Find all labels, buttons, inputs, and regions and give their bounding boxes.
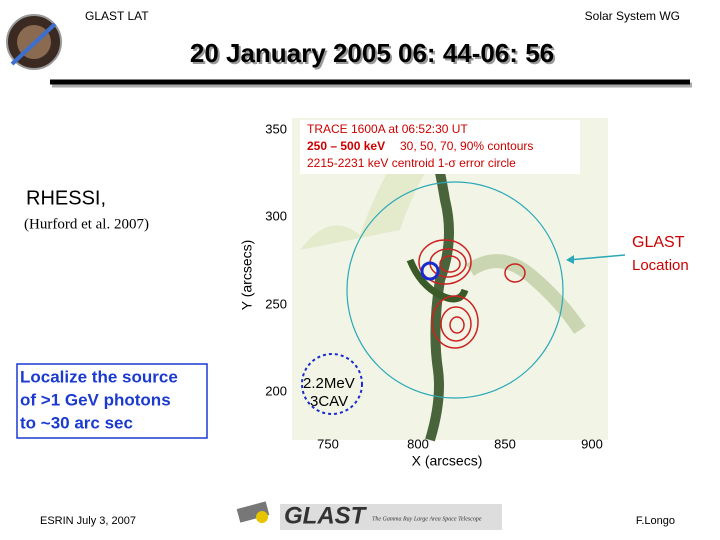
legend-line: 2215-2231 keV centroid 1-σ error circle [307,156,516,170]
y-tick-label: 350 [265,121,287,136]
title: 20 January 2005 06: 44-06: 56 [190,38,554,68]
mission-logo [6,14,62,70]
arrow-head [566,255,574,264]
inset-label: 3CAV [310,393,348,410]
legend-line: 30, 50, 70, 90% contours [400,139,533,153]
source-reference: (Hurford et al. 2007) [24,216,149,232]
callout-line: to ~30 arc sec [20,413,133,432]
callout-line: Localize the source [20,367,178,386]
header-left: GLAST LAT [85,9,149,23]
source-name: RHESSI, [26,187,106,209]
glast-logo [236,501,502,530]
footer-left: ESRIN July 3, 2007 [40,515,136,527]
solar-image [292,118,608,442]
arrow [567,254,626,261]
y-tick-label: 300 [265,208,287,223]
y-axis-label: Y (arcsecs) [239,240,255,311]
x-tick-label: 800 [407,436,429,451]
inset-label: 2.2MeV [303,375,355,392]
title-shadow: 20 January 2005 06: 44-06: 56 [192,40,556,70]
y-tick-label: 250 [265,296,287,311]
x-axis-label: X (arcsecs) [412,453,483,469]
glast-label: Location [632,257,689,274]
x-tick-label: 900 [581,436,603,451]
x-tick-label: 850 [494,436,516,451]
legend-line: TRACE 1600A at 06:52:30 UT [307,122,468,136]
logo-text: GLAST [284,502,368,529]
footer-right: F.Longo [636,515,675,527]
legend-energy: 250 – 500 keV [307,139,385,153]
y-tick-label: 200 [265,383,287,398]
callout-line: of >1 GeV photons [20,390,171,409]
glast-label: GLAST [632,234,685,251]
x-tick-label: 750 [317,436,339,451]
callout-box [16,363,208,439]
logo-tagline: The Gamma Ray Large Area Space Telescope [372,516,482,522]
header-right: Solar System WG [585,9,680,23]
